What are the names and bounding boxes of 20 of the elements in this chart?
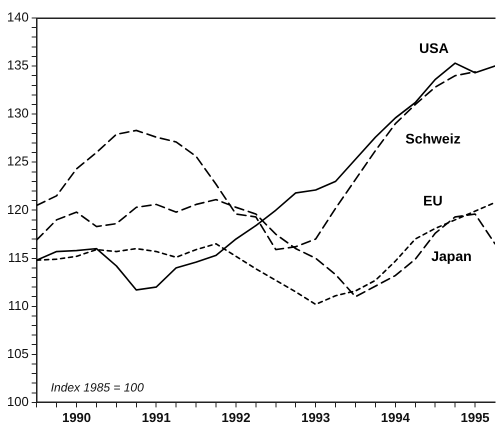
x-tick-label: 1990 — [62, 410, 92, 425]
x-tick-label: 1994 — [380, 410, 411, 425]
y-tick-label: 120 — [6, 202, 29, 217]
x-tick-label: 1992 — [221, 410, 250, 425]
x-tick-label: 1991 — [142, 410, 171, 425]
y-tick-label: 105 — [6, 346, 29, 361]
series-label: Japan — [431, 248, 472, 264]
x-tick-label: 1993 — [301, 410, 330, 425]
y-tick-label: 140 — [6, 10, 29, 25]
y-tick-label: 135 — [6, 58, 29, 73]
y-tick-label: 110 — [8, 298, 29, 313]
y-tick-label: 115 — [8, 250, 29, 265]
series-label: USA — [419, 40, 449, 56]
y-tick-label: 125 — [6, 154, 29, 169]
annotation: Index 1985 = 100 — [50, 380, 144, 395]
y-tick-label: 130 — [6, 106, 29, 121]
series-label: EU — [423, 192, 443, 209]
x-tick-label: 1995 — [460, 410, 490, 425]
series-label: Schweiz — [405, 130, 461, 147]
y-tick-label: 100 — [6, 394, 29, 409]
